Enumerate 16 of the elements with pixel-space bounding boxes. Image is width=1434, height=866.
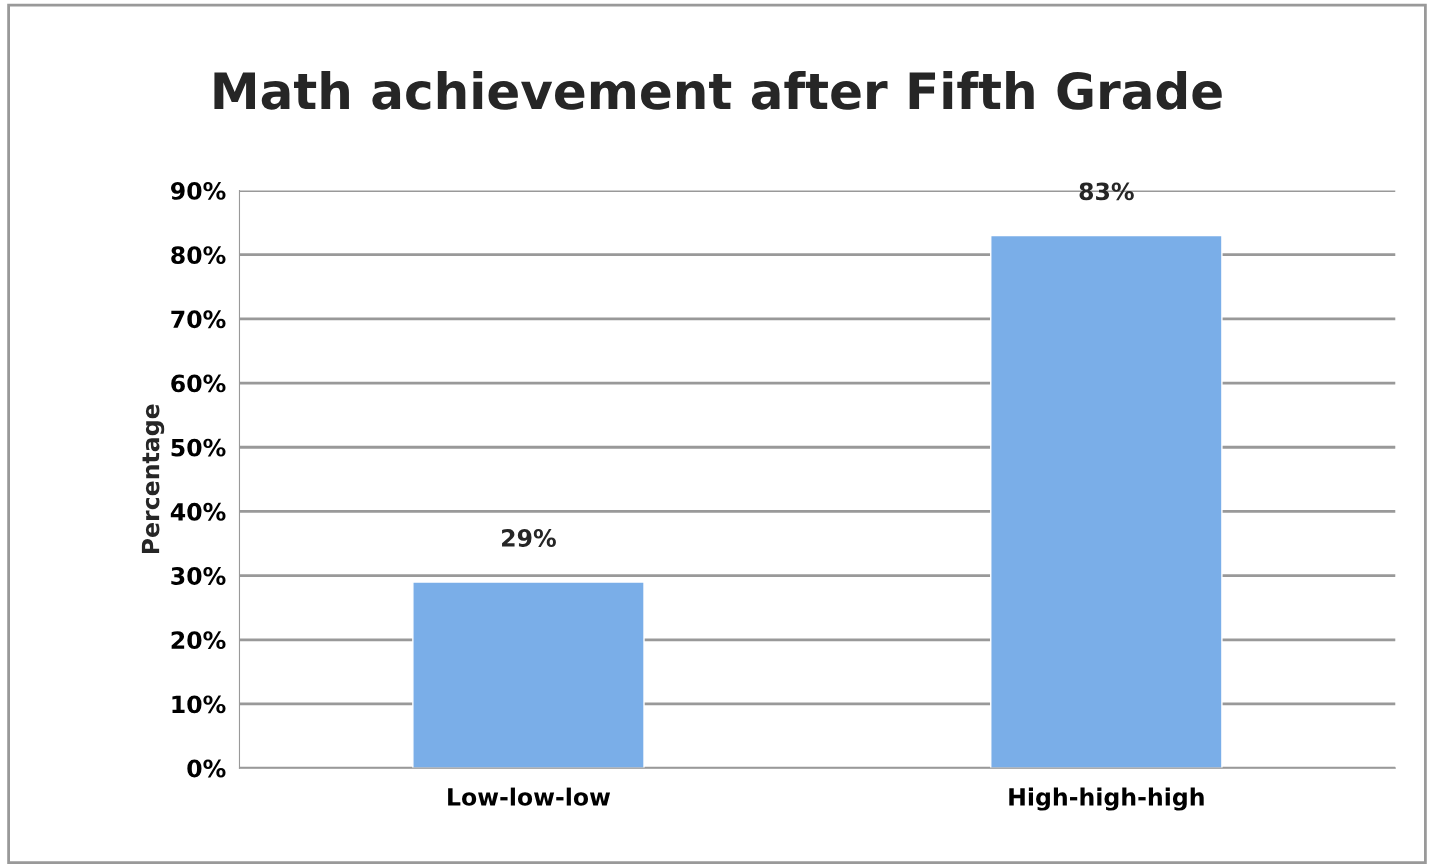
data-label: 83% xyxy=(1079,182,1134,201)
y-tick-label: 70% xyxy=(171,310,226,329)
y-tick-label: 90% xyxy=(170,181,226,200)
chart-title: Math achievement after Fifth Grade xyxy=(214,71,1222,110)
y-axis-title: Percentage xyxy=(141,404,165,554)
y-tick-label: 80% xyxy=(171,246,226,265)
x-tick-label: High-high-high xyxy=(1009,787,1204,811)
x-tick-label: Low-low-low xyxy=(448,787,611,806)
y-tick-label: 10% xyxy=(172,695,226,714)
y-tick-label: 20% xyxy=(171,631,226,650)
y-tick-label: 60% xyxy=(171,374,226,393)
y-tick-label: 40% xyxy=(170,502,226,521)
data-label: 29% xyxy=(502,529,556,547)
y-tick-label: 0% xyxy=(187,759,226,778)
y-tick-label: 50% xyxy=(171,438,226,457)
y-tick-label: 30% xyxy=(171,567,226,585)
